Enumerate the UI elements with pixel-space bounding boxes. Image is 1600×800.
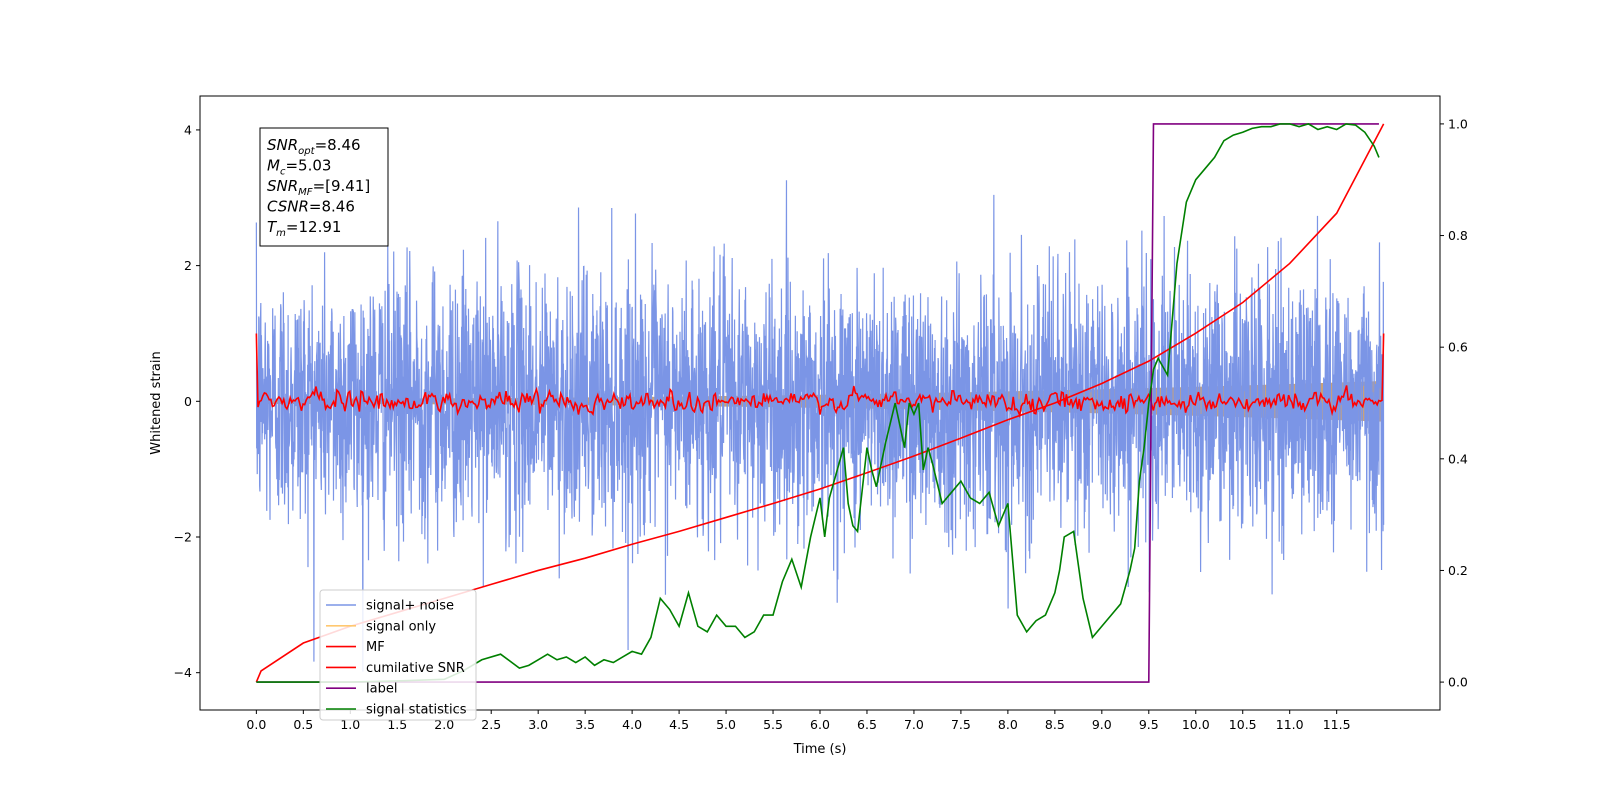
x-tick-label: 8.5: [1045, 717, 1065, 732]
x-tick-label: 6.0: [810, 717, 830, 732]
x-tick-label: 5.0: [716, 717, 736, 732]
info-line: SNRopt=8.46: [267, 136, 361, 157]
legend-frame: [319, 589, 477, 721]
x-tick-label: 10.5: [1229, 717, 1257, 732]
legend-entry: cumilative SNR: [366, 661, 465, 676]
x-tick-label: 5.5: [763, 717, 783, 732]
x-tick-label: 0.0: [246, 717, 266, 732]
x-tick-label: 3.5: [575, 717, 595, 732]
x-tick-label: 8.0: [998, 717, 1018, 732]
info-line: Mc=5.03: [267, 157, 331, 178]
x-tick-label: 7.5: [951, 717, 971, 732]
x-tick-label: 9.0: [1092, 717, 1112, 732]
y-tick-label: 2: [184, 258, 192, 273]
y-right-tick-label: 0.8: [1448, 228, 1468, 243]
x-tick-label: 11.5: [1323, 717, 1351, 732]
noise-layer: [255, 180, 1385, 672]
x-tick-label: 9.5: [1139, 717, 1159, 732]
y-right-tick-label: 0.0: [1448, 675, 1468, 690]
y-right-tick-label: 0.6: [1448, 340, 1468, 355]
legend-entry: signal only: [366, 619, 436, 634]
y-tick-label: −4: [174, 665, 192, 680]
x-axis-label: Time (s): [793, 742, 847, 757]
y-axis-label: Whitened strain: [149, 351, 164, 454]
x-tick-label: 7.0: [904, 717, 924, 732]
x-tick-label: 11.0: [1276, 717, 1304, 732]
x-tick-label: 4.0: [622, 717, 642, 732]
axes-layer: 0.0 0.5 1.0 1.5 2.0 2.5 3.0 3.5 4.0 4.5 5.0 5.5 6.0 6…: [174, 116, 1468, 732]
x-tick-label: 10.0: [1182, 717, 1210, 732]
legend-entry: label: [366, 682, 397, 697]
x-tick-label: 3.0: [528, 717, 548, 732]
x-tick-label: 4.5: [669, 717, 689, 732]
info-line: CSNR=8.46: [267, 198, 355, 216]
series-signal-statistics: [256, 123, 1380, 683]
y-tick-label: 4: [184, 122, 192, 137]
info-line: SNRMF=[9.41]: [267, 177, 370, 198]
y-tick-label: −2: [174, 529, 192, 544]
legend-entry: signal statistics: [366, 703, 467, 718]
legend-entry: signal+ noise: [366, 599, 454, 614]
x-tick-label: 2.0: [434, 717, 454, 732]
legend: signal+ noise signal only MF cumilative SNR…: [319, 589, 477, 721]
y-right-tick-label: 1.0: [1448, 116, 1468, 131]
x-tick-label: 1.5: [387, 717, 407, 732]
series-mf: [255, 333, 1385, 419]
y-right-tick-label: 0.4: [1448, 451, 1468, 466]
series-label: [256, 123, 1379, 683]
x-tick-label: 1.0: [340, 717, 360, 732]
legend-entry: MF: [366, 640, 385, 655]
y-tick-label: 0: [184, 394, 192, 409]
series-signal-noise: [255, 180, 1385, 672]
info-line: Tm=12.91: [267, 218, 341, 239]
info-box-frame: [259, 127, 389, 247]
y-right-tick-label: 0.2: [1448, 563, 1468, 578]
mf-layer: [255, 333, 1385, 419]
x-tick-label: 6.5: [857, 717, 877, 732]
x-tick-label: 2.5: [481, 717, 501, 732]
x-tick-label: 0.5: [293, 717, 313, 732]
